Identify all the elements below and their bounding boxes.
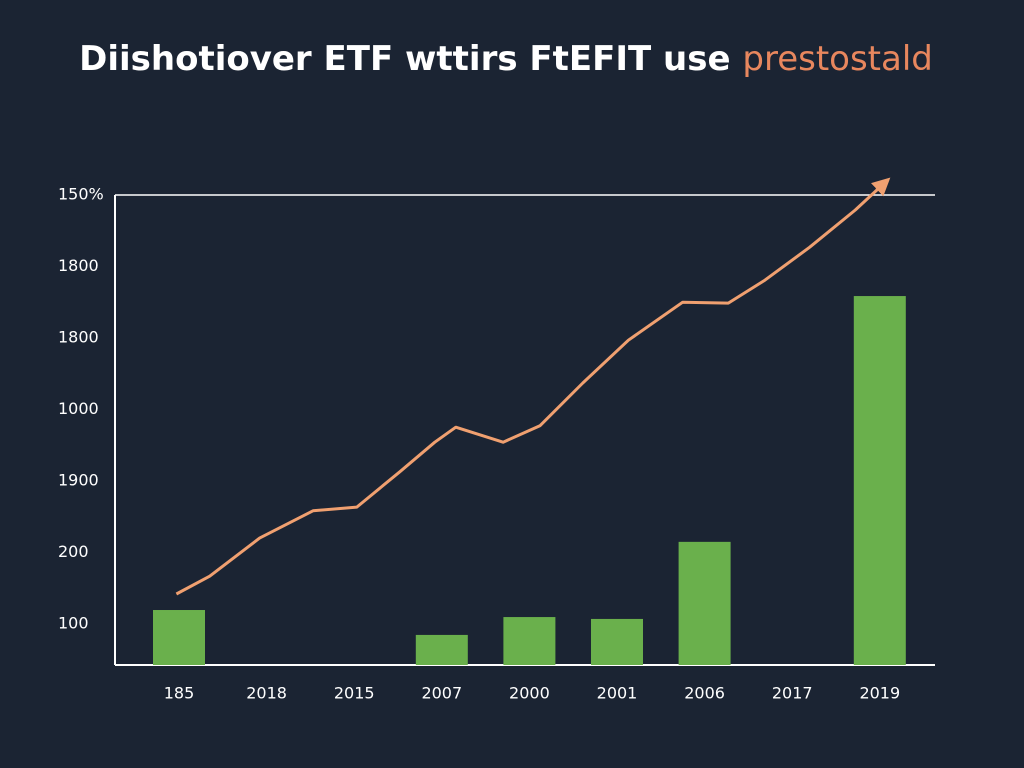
bar [591, 618, 643, 665]
title-main: Diishotiover ETF wttirs FtEFIT use [79, 39, 730, 79]
y-tick-label: 1800 [58, 328, 99, 347]
title-highlight: prestostald [742, 39, 933, 79]
y-tick-label: 1800 [58, 256, 99, 275]
bar [853, 296, 906, 665]
bar [678, 541, 731, 665]
bar [153, 610, 205, 665]
x-tick-label: 185 [164, 684, 195, 703]
y-tick-label: 150% [58, 185, 104, 204]
x-tick-label: 2018 [246, 684, 287, 703]
y-tick-label: 1000 [58, 399, 99, 418]
x-tick-label: 2019 [859, 684, 900, 703]
bar [503, 617, 556, 665]
y-tick-label: 100 [58, 614, 89, 633]
bar [415, 634, 468, 665]
x-tick-label: 2001 [597, 684, 638, 703]
y-tick-label: 1900 [58, 471, 99, 490]
x-tick-label: 2006 [684, 684, 725, 703]
trend-line [175, 177, 891, 596]
x-tick-label: 2017 [772, 684, 813, 703]
y-tick-label: 200 [58, 542, 89, 561]
x-tick-label: 2007 [421, 684, 462, 703]
x-tick-label: 2015 [334, 684, 375, 703]
chart-title: Diishotiover ETF wttirs FtEFIT use prest… [79, 39, 933, 79]
x-tick-label: 2000 [509, 684, 550, 703]
